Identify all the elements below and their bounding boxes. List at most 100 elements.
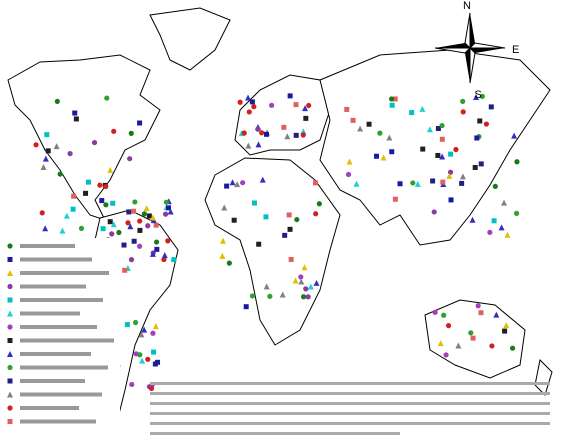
marker (153, 239, 160, 245)
marker (410, 180, 416, 186)
legend-label-placeholder (20, 271, 109, 275)
marker (269, 102, 275, 108)
marker (392, 196, 398, 202)
marker (165, 238, 171, 244)
marker (263, 283, 270, 290)
marker (116, 229, 122, 236)
marker (137, 218, 143, 224)
marker (131, 208, 137, 214)
marker (249, 293, 256, 299)
notes-block (150, 382, 550, 435)
marker (409, 110, 415, 116)
marker (259, 176, 266, 183)
marker (432, 309, 438, 315)
marker (7, 283, 13, 290)
marker (303, 286, 309, 292)
marker (301, 264, 308, 271)
legend-label-placeholder (20, 257, 92, 262)
marker (103, 202, 109, 208)
marker (7, 243, 13, 249)
marker (121, 242, 127, 248)
marker (99, 198, 105, 204)
note-line-placeholder (150, 432, 400, 435)
marker (245, 94, 252, 101)
marker (460, 98, 466, 104)
marker (498, 224, 505, 231)
marker (288, 256, 294, 262)
marker (279, 291, 286, 298)
marker (459, 180, 465, 186)
marker (163, 199, 170, 205)
marker (152, 361, 158, 367)
marker (493, 311, 500, 318)
asia (319, 49, 551, 246)
legend-label-placeholder (20, 392, 102, 397)
marker (439, 153, 446, 160)
marker (44, 132, 50, 138)
legend-label-placeholder (20, 284, 86, 289)
marker (392, 96, 398, 102)
marker (448, 197, 454, 203)
marker (344, 106, 350, 112)
marker (446, 172, 453, 179)
note-line-placeholder (150, 402, 550, 405)
marker (448, 151, 454, 157)
marker (377, 130, 383, 136)
marker (226, 260, 232, 266)
marker (366, 121, 372, 127)
marker (146, 213, 152, 219)
marker (237, 99, 243, 105)
marker (488, 104, 494, 110)
marker (161, 256, 167, 263)
marker (127, 156, 133, 162)
greenland (149, 7, 231, 71)
compass-point (470, 13, 475, 48)
marker (132, 199, 138, 205)
marker (171, 257, 177, 263)
marker (107, 166, 114, 173)
marker (40, 163, 47, 170)
marker (431, 209, 437, 215)
marker (100, 226, 106, 232)
compass-rose: N E S (434, 0, 519, 101)
marker (474, 135, 480, 141)
note-line-placeholder (150, 422, 550, 425)
marker (149, 250, 156, 257)
marker (59, 227, 66, 234)
marker (7, 378, 13, 384)
marker (42, 155, 49, 162)
marker (149, 214, 156, 221)
legend-label-placeholder (20, 365, 108, 370)
compass-point (468, 42, 506, 49)
marker (110, 221, 117, 228)
marker (63, 212, 70, 219)
marker (284, 133, 291, 140)
marker (511, 132, 518, 139)
marker (313, 279, 320, 286)
legend-label-placeholder (20, 338, 114, 343)
marker (7, 310, 13, 317)
marker (241, 130, 247, 136)
marker (419, 105, 426, 112)
marker (435, 152, 441, 158)
marker (447, 169, 454, 175)
legend-label-placeholder (20, 325, 97, 329)
marker (111, 128, 117, 134)
note-line-placeholder (150, 412, 550, 415)
marker (110, 200, 116, 206)
marker (388, 96, 395, 102)
marker (300, 132, 306, 138)
marker (503, 322, 510, 329)
marker (487, 229, 493, 235)
marker (386, 134, 393, 141)
marker (477, 118, 483, 124)
marker (91, 139, 98, 146)
marker (73, 116, 79, 122)
marker (473, 94, 480, 101)
marker (42, 225, 49, 232)
marker (492, 183, 498, 189)
marker (127, 223, 134, 230)
marker (501, 199, 508, 206)
marker (245, 142, 252, 149)
marker (246, 109, 252, 115)
